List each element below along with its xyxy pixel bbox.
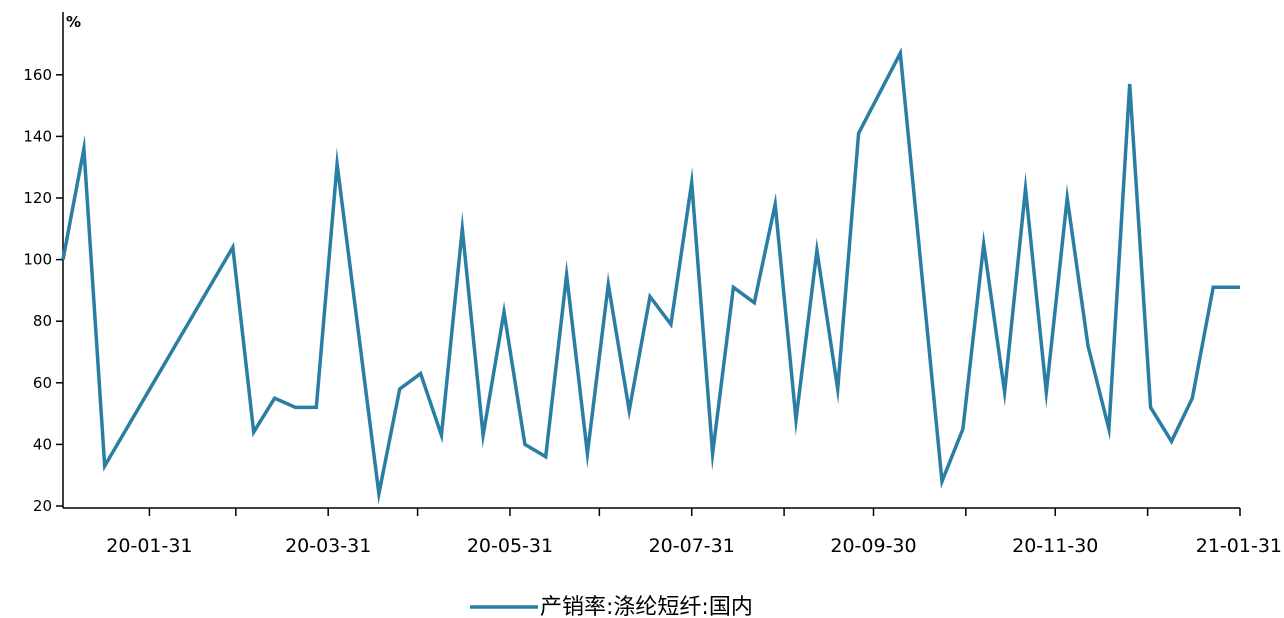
y-tick-label: 40	[33, 435, 52, 453]
y-axis-unit-label: %	[66, 13, 81, 31]
x-tick-label: 20-09-30	[830, 535, 916, 557]
y-tick-label: 20	[33, 497, 52, 515]
x-axis: 20-01-31 20-03-31 20-05-31 20-07-31 20-09-30…	[63, 507, 1282, 557]
legend[interactable]: 产销率:涤纶短纤:国内	[470, 595, 753, 618]
x-tick-label: 20-05-31	[467, 535, 553, 557]
y-tick-label: 160	[23, 66, 52, 84]
series-line	[61, 47, 1240, 505]
y-tick-label: 60	[33, 374, 52, 392]
x-tick-label: 20-11-30	[1012, 535, 1098, 557]
y-axis: 20 40 60 80 100 120 140 160	[23, 12, 64, 515]
x-tick-label: 20-03-31	[285, 535, 371, 557]
x-tick-label: 20-07-31	[649, 535, 735, 557]
y-tick-label: 140	[23, 127, 52, 145]
y-tick-label: 120	[23, 189, 52, 207]
x-tick-label: 21-01-31	[1196, 535, 1282, 557]
x-tick-label: 20-01-31	[106, 535, 192, 557]
y-tick-label: 100	[23, 251, 52, 269]
y-tick-label: 80	[33, 312, 52, 330]
series-group	[61, 47, 1240, 505]
legend-label: 产销率:涤纶短纤:国内	[540, 595, 753, 618]
